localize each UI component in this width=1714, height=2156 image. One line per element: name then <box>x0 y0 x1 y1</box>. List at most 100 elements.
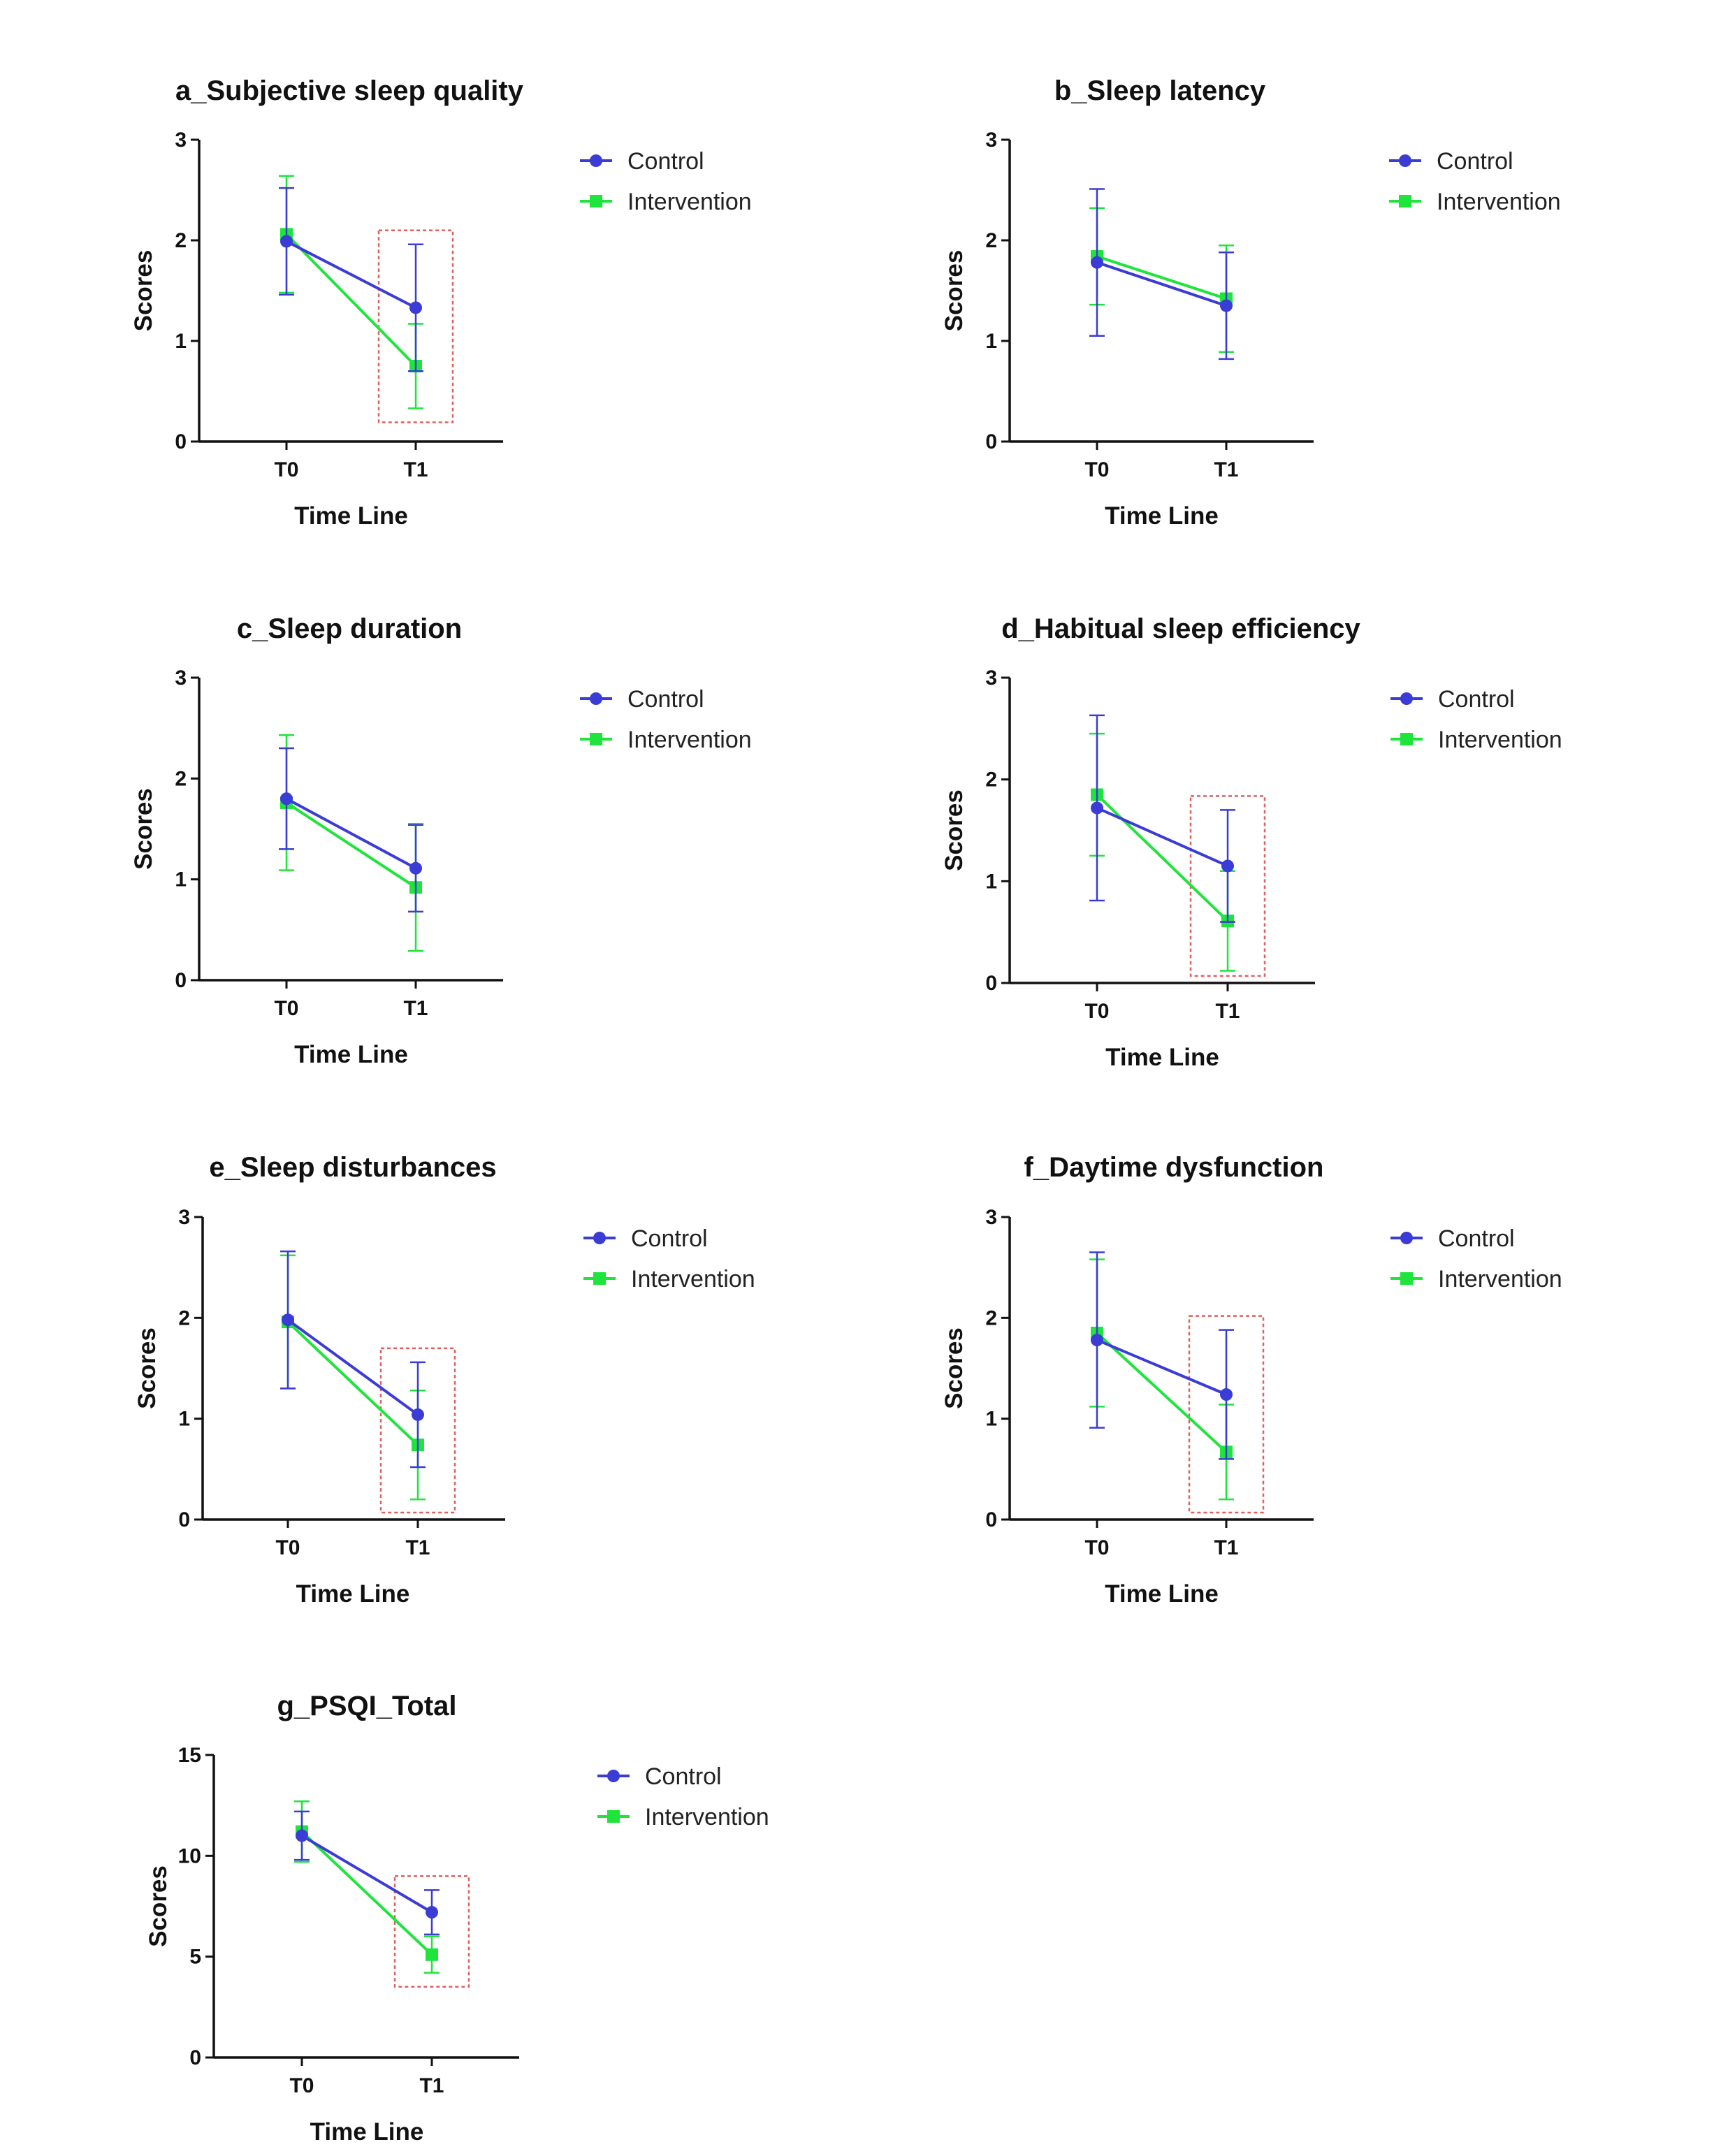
data-point <box>409 301 422 314</box>
y-tick-label: 5 <box>189 1946 201 1969</box>
data-point <box>426 1948 438 1961</box>
legend-item-intervention: Intervention <box>597 1804 769 1830</box>
x-tick-label: T0 <box>274 997 298 1020</box>
data-point <box>412 1408 424 1421</box>
y-tick-label: 10 <box>178 1844 201 1867</box>
legend-marker <box>1400 1232 1413 1244</box>
data-point <box>280 792 293 806</box>
legend-item-control: Control <box>580 686 704 713</box>
series-intervention <box>1089 207 1234 354</box>
legend-label: Control <box>631 1225 708 1252</box>
legend-label: Intervention <box>645 1804 769 1830</box>
data-point <box>280 235 293 248</box>
data-point <box>1091 1334 1103 1347</box>
y-tick-label: 0 <box>985 1508 997 1531</box>
legend-label: Intervention <box>1437 189 1561 215</box>
x-tick-label: T1 <box>1214 1536 1238 1559</box>
legend-item-control: Control <box>1390 1225 1515 1252</box>
y-axis-label: Scores <box>940 250 968 332</box>
chart-title: g_PSQI_Total <box>277 1691 456 1721</box>
x-tick-label: T1 <box>403 458 428 481</box>
chart-panel-b: b_Sleep latency Scores Time Line 0 1 2 3 T0 T1 Co… <box>940 75 1561 530</box>
series-line <box>286 1320 419 1446</box>
legend-marker <box>1399 154 1411 167</box>
y-tick-label: 2 <box>178 1306 190 1330</box>
x-tick-label: T0 <box>1084 458 1109 481</box>
x-tick-label: T1 <box>1214 458 1238 481</box>
x-tick-label: T1 <box>403 997 428 1020</box>
legend-item-intervention: Intervention <box>1390 1266 1562 1292</box>
legend-label: Control <box>1438 1225 1515 1252</box>
legend-label: Control <box>627 686 704 713</box>
series-control <box>279 187 423 372</box>
legend-item-control: Control <box>597 1763 722 1790</box>
y-axis-label: Scores <box>130 250 157 332</box>
y-tick-label: 0 <box>175 969 187 992</box>
legend-marker <box>607 1770 620 1782</box>
chart-title: d_Habitual sleep efficiency <box>1001 613 1360 644</box>
y-tick-label: 1 <box>178 1408 190 1431</box>
y-tick-label: 2 <box>175 767 187 790</box>
y-tick-label: 1 <box>985 1408 997 1431</box>
series-line <box>286 1318 419 1416</box>
y-tick-label: 0 <box>175 430 187 453</box>
series-line <box>1096 806 1228 868</box>
series-control <box>294 1810 440 1936</box>
y-tick-label: 0 <box>178 1508 190 1531</box>
data-point <box>1221 859 1234 873</box>
series-line <box>1096 255 1227 300</box>
series-line <box>1096 1339 1227 1396</box>
legend-item-intervention: Intervention <box>580 189 752 215</box>
y-tick-label: 2 <box>985 1306 997 1330</box>
legend-label: Control <box>1437 148 1513 175</box>
legend-marker <box>1399 195 1411 207</box>
legend-item-control: Control <box>580 148 704 175</box>
series-line <box>286 240 416 309</box>
legend-label: Control <box>645 1763 722 1790</box>
y-tick-label: 3 <box>178 1206 190 1229</box>
y-tick-label: 1 <box>985 870 997 893</box>
data-point <box>296 1829 308 1842</box>
y-axis-label: Scores <box>133 1327 161 1409</box>
y-tick-label: 3 <box>985 129 997 152</box>
chart-panel-d: d_Habitual sleep efficiency Scores Time Li… <box>940 613 1562 1071</box>
x-tick-label: T1 <box>405 1536 430 1559</box>
y-tick-label: 2 <box>985 769 997 792</box>
chart-panel-g: g_PSQI_Total Scores Time Line 0 5 10 15 T0 T1 Con… <box>145 1691 769 2146</box>
legend-marker <box>593 1232 606 1244</box>
x-axis-label: Time Line <box>1105 1044 1219 1071</box>
series-line <box>1096 261 1227 307</box>
y-tick-label: 3 <box>175 129 187 152</box>
y-tick-label: 2 <box>175 229 187 252</box>
chart-title: c_Sleep duration <box>237 613 462 644</box>
data-point <box>1091 256 1103 269</box>
y-tick-label: 1 <box>985 330 997 353</box>
x-axis-label: Time Line <box>294 1041 408 1068</box>
series-line <box>285 233 417 367</box>
legend-item-control: Control <box>583 1225 708 1252</box>
x-tick-label: T0 <box>1084 1000 1109 1023</box>
series-intervention <box>1089 732 1235 972</box>
y-axis-label: Scores <box>130 788 157 870</box>
legend-label: Intervention <box>627 727 752 753</box>
series-control <box>279 747 423 913</box>
legend-marker <box>590 692 602 705</box>
chart-title: e_Sleep disturbances <box>209 1152 496 1183</box>
legend-label: Intervention <box>1438 1266 1562 1292</box>
series-line <box>300 1834 433 1914</box>
series-intervention <box>279 175 423 409</box>
x-tick-label: T0 <box>274 458 298 481</box>
series-line <box>300 1830 433 1956</box>
y-tick-label: 15 <box>178 1744 201 1767</box>
x-axis-label: Time Line <box>1105 1580 1219 1608</box>
x-tick-label: T0 <box>275 1536 300 1559</box>
legend-item-intervention: Intervention <box>1390 727 1562 753</box>
x-axis-label: Time Line <box>294 502 408 530</box>
legend-label: Intervention <box>1438 727 1562 753</box>
y-tick-label: 3 <box>175 667 187 690</box>
legend-marker <box>1400 692 1413 705</box>
legend-marker <box>590 154 602 167</box>
data-point <box>426 1906 438 1919</box>
y-axis-label: Scores <box>145 1865 172 1947</box>
